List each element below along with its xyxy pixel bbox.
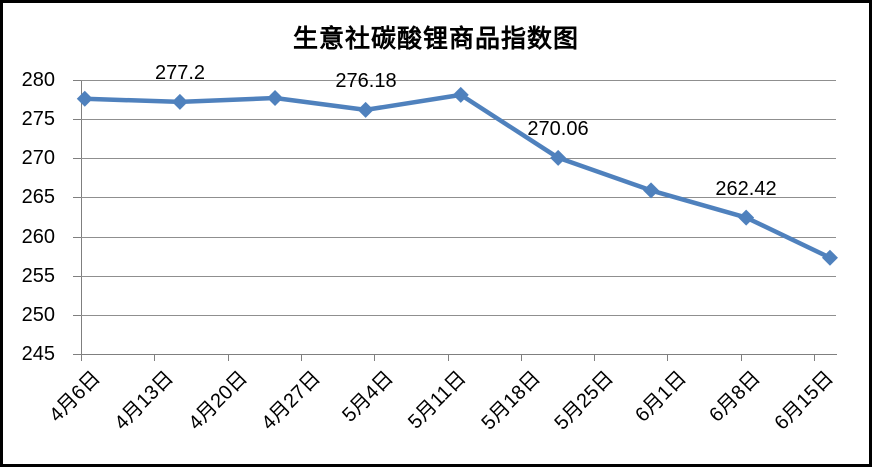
x-axis-tick [301, 354, 302, 361]
data-point-marker [171, 93, 188, 110]
y-axis-tick [73, 276, 81, 277]
x-axis-tick [594, 354, 595, 361]
x-axis-tick [667, 354, 668, 361]
gridline [81, 119, 836, 120]
data-point-marker [267, 90, 284, 107]
data-label: 276.18 [335, 70, 397, 92]
y-axis-tick [73, 197, 81, 198]
x-axis-tick [814, 354, 815, 361]
y-axis-label: 280 [21, 69, 55, 91]
y-axis-tick [73, 80, 81, 81]
data-label: 262.42 [715, 178, 777, 200]
y-axis-label: 265 [21, 186, 55, 208]
line-series [76, 86, 838, 266]
y-axis-label: 255 [21, 265, 55, 287]
gridline [81, 80, 836, 81]
chart-title: 生意社碳酸锂商品指数图 [292, 25, 579, 53]
y-axis-label: 245 [21, 343, 55, 365]
plot-area [81, 80, 837, 355]
data-label: 277.2 [154, 62, 206, 84]
gridline [81, 197, 836, 198]
data-point-marker [452, 86, 469, 103]
data-point-marker [357, 101, 374, 118]
y-axis-tick [73, 315, 81, 316]
x-axis-tick [374, 354, 375, 361]
gridline [81, 315, 836, 316]
y-axis-label: 275 [21, 108, 55, 130]
y-axis-tick [73, 119, 81, 120]
gridline [81, 276, 836, 277]
y-axis-tick [73, 237, 81, 238]
y-axis-tick [73, 354, 81, 355]
x-axis-tick [448, 354, 449, 361]
data-point-marker [738, 209, 755, 226]
x-axis-tick [228, 354, 229, 361]
gridline [81, 158, 836, 159]
data-point-marker [76, 90, 93, 107]
y-axis-label: 250 [21, 304, 55, 326]
y-axis-label: 270 [21, 147, 55, 169]
gridline [81, 237, 836, 238]
data-point-marker [550, 149, 567, 166]
x-axis-tick [741, 354, 742, 361]
x-axis-tick [521, 354, 522, 361]
data-point-marker [643, 182, 660, 199]
data-point-marker [821, 249, 838, 266]
x-axis-tick [154, 354, 155, 361]
y-axis-label: 260 [21, 226, 55, 248]
y-axis-tick [73, 158, 81, 159]
series-line [84, 92, 831, 260]
data-label: 270.06 [527, 118, 589, 140]
x-axis-tick [81, 354, 82, 361]
